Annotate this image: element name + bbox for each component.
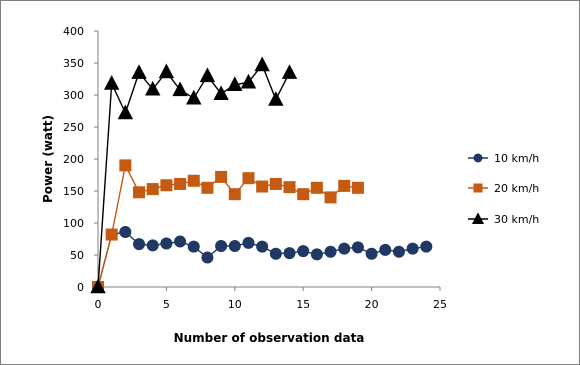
data-point [269,247,282,260]
data-point [351,241,364,254]
series-20-km-h [92,159,364,293]
data-point [199,67,216,83]
data-point [269,177,282,190]
legend-marker [471,212,485,224]
data-point [146,239,159,252]
data-point [215,240,228,253]
data-point [310,248,323,261]
x-axis-title: Number of observation data [174,331,365,345]
data-point [297,245,310,258]
legend-label: 30 km/h [494,213,539,226]
x-tick-label: 0 [95,298,102,311]
data-point [351,181,364,194]
data-point [160,179,173,192]
data-point [119,159,132,172]
data-point [406,242,419,255]
data-point [268,91,284,106]
data-point [201,181,214,194]
data-point [281,64,298,79]
data-point [365,247,378,260]
legend-marker [473,153,483,163]
data-point [90,278,106,294]
data-point [392,245,405,258]
legend-label: 20 km/h [494,182,539,195]
data-point [174,177,187,190]
y-tick-label: 200 [63,153,84,166]
data-point [201,251,214,264]
data-point [160,237,173,250]
data-point [186,89,202,105]
data-point [117,104,134,120]
legend-item: 30 km/h [468,212,539,226]
data-point [158,63,175,79]
data-point [256,180,269,193]
data-point [254,56,270,72]
data-point [187,240,200,253]
legend-marker [473,183,483,193]
data-point [420,240,433,253]
series-line [97,231,427,288]
data-point [297,188,310,201]
data-point [213,85,229,101]
data-point [242,236,255,249]
y-tick-label: 50 [70,249,84,262]
axes: 0 50 100 150 200 250 300 350 400 0 5 10 15 20 25 [63,25,447,311]
data-point [228,188,241,201]
data-point [187,174,200,187]
data-point [379,243,392,256]
y-tick-label: 100 [63,217,84,230]
series-30-km-h [90,56,298,294]
data-point [133,238,146,251]
y-tick-label: 350 [63,57,84,70]
data-point [240,73,257,89]
x-tick-label: 15 [296,298,310,311]
legend-item: 20 km/h [468,182,539,195]
data-point [242,172,255,185]
x-tick-label: 5 [163,298,170,311]
data-point [338,242,351,255]
y-tick-label: 300 [63,89,84,102]
data-point [145,80,161,96]
data-point [256,240,269,253]
y-tick-label: 150 [63,185,84,198]
y-tick-label: 250 [63,121,84,134]
data-point [310,181,323,194]
legend-label: 10 km/h [494,152,539,165]
x-tick-label: 25 [433,298,447,311]
data-point [103,75,120,90]
data-point [283,181,296,194]
data-point [131,64,147,79]
data-point [172,81,188,97]
data-point [133,186,146,199]
y-axis-title: Power (watt) [41,115,55,203]
data-point [324,245,337,258]
data-point [215,170,228,183]
data-point [228,240,241,253]
legend: 10 km/h 20 km/h 30 km/h [468,152,539,226]
data-point [146,183,159,196]
data-point [283,247,296,260]
series-layer [90,56,433,294]
data-point [324,191,337,204]
data-point [227,76,243,92]
x-tick-label: 10 [228,298,242,311]
data-point [119,225,132,238]
x-tick-label: 20 [365,298,379,311]
series-10-km-h [92,225,433,293]
legend-item: 10 km/h [468,152,539,165]
y-tick-label: 400 [63,25,84,38]
data-point [105,228,118,241]
data-point [338,179,351,192]
y-tick-label: 0 [77,281,84,294]
data-point [174,235,187,248]
